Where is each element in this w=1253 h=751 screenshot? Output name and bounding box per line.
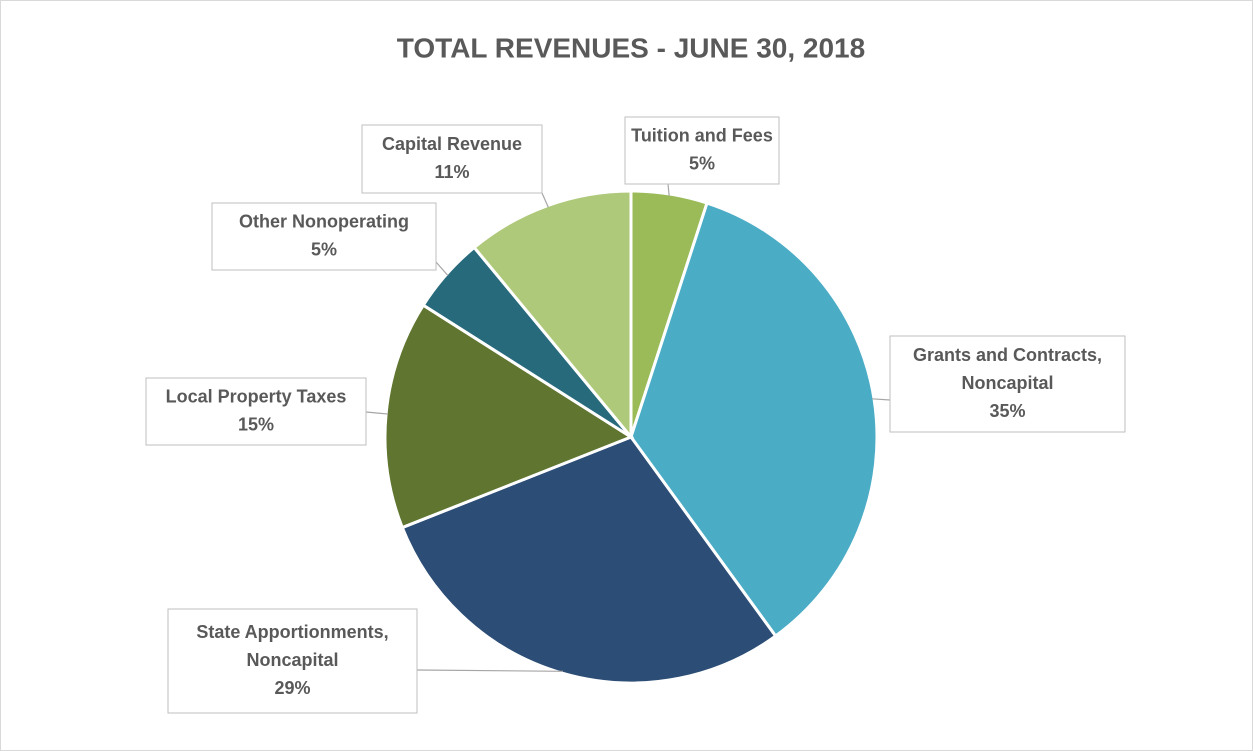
leader-line [365,411,389,415]
leader-line [667,183,670,197]
category-label: Local Property Taxes [166,386,347,406]
leader-line [541,192,549,208]
value-label: 15% [238,414,274,434]
value-label: 35% [989,401,1025,421]
pie-slice [400,435,778,685]
value-label: 29% [274,678,310,698]
value-label: 5% [311,239,337,259]
label-box [889,335,1126,433]
value-label: 5% [689,153,715,173]
label-box [624,116,780,185]
category-label: Other Nonoperating [239,211,409,231]
chart-title: TOTAL REVENUES - JUNE 30, 2018 [397,32,865,63]
leader-line [871,398,891,401]
leader-line [435,261,449,277]
category-label: Grants and Contracts, Noncapital [913,345,1102,393]
label-box [211,202,437,271]
label-box [167,608,418,714]
value-label: 11% [434,162,469,182]
category-label: State Apportionments, Noncapital [196,622,388,670]
category-label: Tuition and Fees [631,125,773,145]
label-box [361,124,543,194]
leader-line [416,669,563,672]
label-box [145,377,367,446]
category-label: Capital Revenue [382,134,522,154]
